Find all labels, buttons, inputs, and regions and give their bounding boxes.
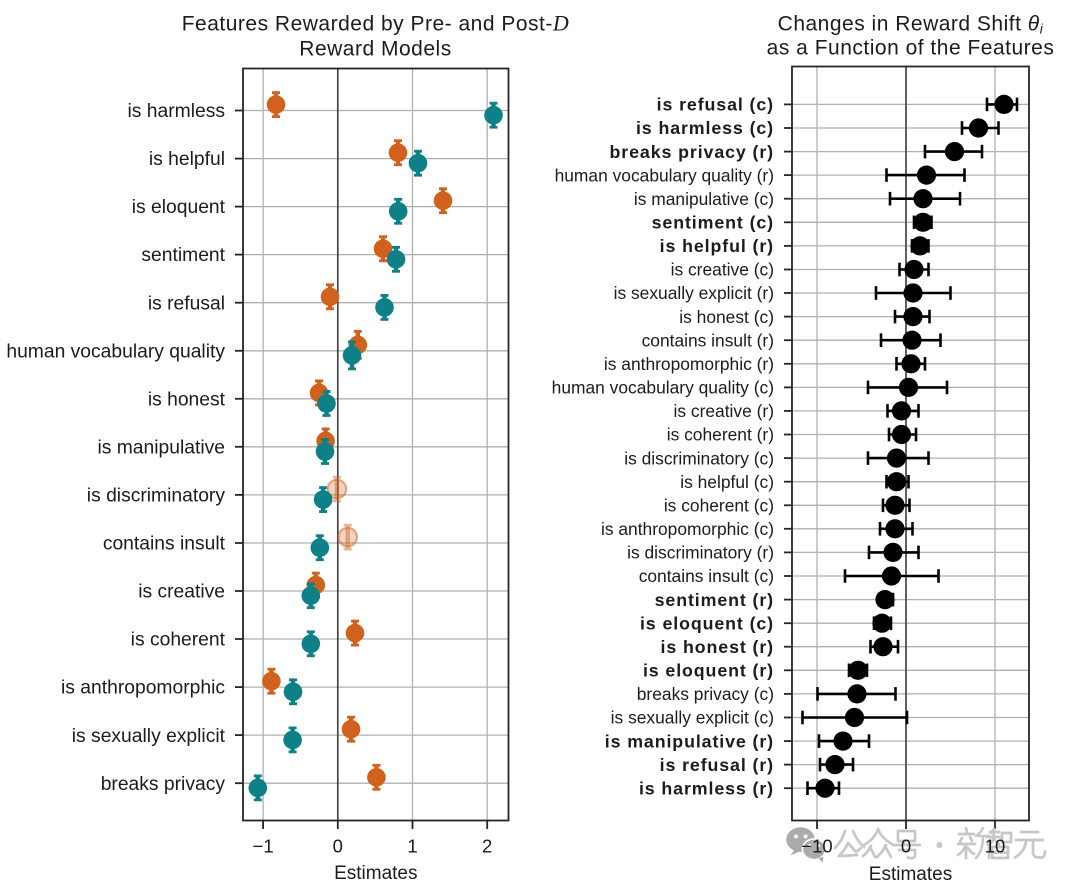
svg-text:is eloquent: is eloquent: [132, 197, 226, 218]
svg-text:is honest: is honest: [148, 389, 226, 410]
svg-text:is refusal (c): is refusal (c): [657, 95, 774, 115]
svg-text:is discriminatory (r): is discriminatory (r): [627, 543, 774, 563]
svg-text:is eloquent (c): is eloquent (c): [640, 613, 774, 633]
svg-text:is sexually explicit (c): is sexually explicit (c): [611, 708, 774, 728]
svg-text:is eloquent (r): is eloquent (r): [643, 661, 774, 681]
svg-text:is manipulative (r): is manipulative (r): [605, 731, 774, 751]
svg-text:is coherent (r): is coherent (r): [667, 425, 774, 445]
svg-text:is sexually explicit (r): is sexually explicit (r): [614, 283, 774, 303]
svg-text:is coherent (c): is coherent (c): [664, 496, 774, 516]
svg-text:is harmless: is harmless: [128, 101, 226, 122]
svg-text:is helpful (r): is helpful (r): [660, 236, 774, 256]
svg-text:is anthropomorphic (r): is anthropomorphic (r): [604, 354, 774, 374]
svg-text:Features Rewarded by Pre- and: Features Rewarded by Pre- and Post-D: [182, 11, 570, 36]
svg-text:Estimates: Estimates: [869, 864, 952, 885]
svg-text:is harmless (r): is harmless (r): [639, 778, 774, 798]
svg-text:is sexually explicit: is sexually explicit: [72, 726, 226, 747]
svg-text:is helpful (c): is helpful (c): [680, 472, 774, 492]
svg-text:10: 10: [985, 836, 1006, 857]
svg-text:sentiment (c): sentiment (c): [652, 213, 774, 233]
svg-text:is creative: is creative: [138, 582, 225, 603]
svg-text:is manipulative: is manipulative: [97, 437, 225, 458]
svg-text:is honest (r): is honest (r): [661, 637, 774, 657]
svg-text:is discriminatory: is discriminatory: [87, 486, 226, 507]
svg-text:is coherent: is coherent: [131, 630, 226, 651]
svg-text:breaks privacy (r): breaks privacy (r): [610, 142, 774, 162]
svg-text:human vocabulary quality (r): human vocabulary quality (r): [555, 165, 774, 185]
svg-text:1: 1: [407, 836, 417, 857]
svg-text:Estimates: Estimates: [334, 863, 417, 884]
svg-text:is anthropomorphic (c): is anthropomorphic (c): [601, 519, 774, 539]
svg-text:contains insult (c): contains insult (c): [639, 566, 774, 586]
svg-text:breaks privacy: breaks privacy: [101, 774, 226, 795]
svg-text:Changes in Reward Shift θi: Changes in Reward Shift θi: [778, 13, 1044, 37]
svg-text:is manipulative (c): is manipulative (c): [634, 189, 774, 209]
svg-text:human vocabulary quality (c): human vocabulary quality (c): [552, 378, 774, 398]
svg-text:sentiment: sentiment: [141, 245, 225, 266]
svg-text:is helpful: is helpful: [149, 149, 225, 170]
svg-text:0: 0: [901, 836, 911, 857]
svg-text:is refusal (r): is refusal (r): [660, 755, 774, 775]
svg-text:is honest (c): is honest (c): [679, 307, 774, 327]
svg-text:is creative (r): is creative (r): [674, 401, 775, 421]
svg-text:is harmless (c): is harmless (c): [636, 118, 774, 138]
svg-text:−10: −10: [801, 836, 832, 857]
svg-text:as a Function of the Features: as a Function of the Features: [767, 37, 1055, 60]
svg-text:is refusal: is refusal: [148, 293, 225, 314]
svg-text:is discriminatory (c): is discriminatory (c): [624, 448, 774, 468]
svg-text:human vocabulary quality: human vocabulary quality: [6, 341, 225, 362]
svg-text:−1: −1: [253, 836, 274, 857]
svg-text:contains insult: contains insult: [103, 534, 226, 555]
svg-text:is creative (c): is creative (c): [671, 260, 774, 280]
svg-text:Reward Models: Reward Models: [299, 38, 451, 61]
svg-text:breaks privacy (c): breaks privacy (c): [637, 684, 774, 704]
svg-text:is anthropomorphic: is anthropomorphic: [61, 678, 225, 699]
svg-text:sentiment (r): sentiment (r): [655, 590, 774, 610]
svg-text:0: 0: [333, 836, 343, 857]
svg-text:2: 2: [482, 836, 492, 857]
svg-text:contains insult (r): contains insult (r): [642, 330, 774, 350]
